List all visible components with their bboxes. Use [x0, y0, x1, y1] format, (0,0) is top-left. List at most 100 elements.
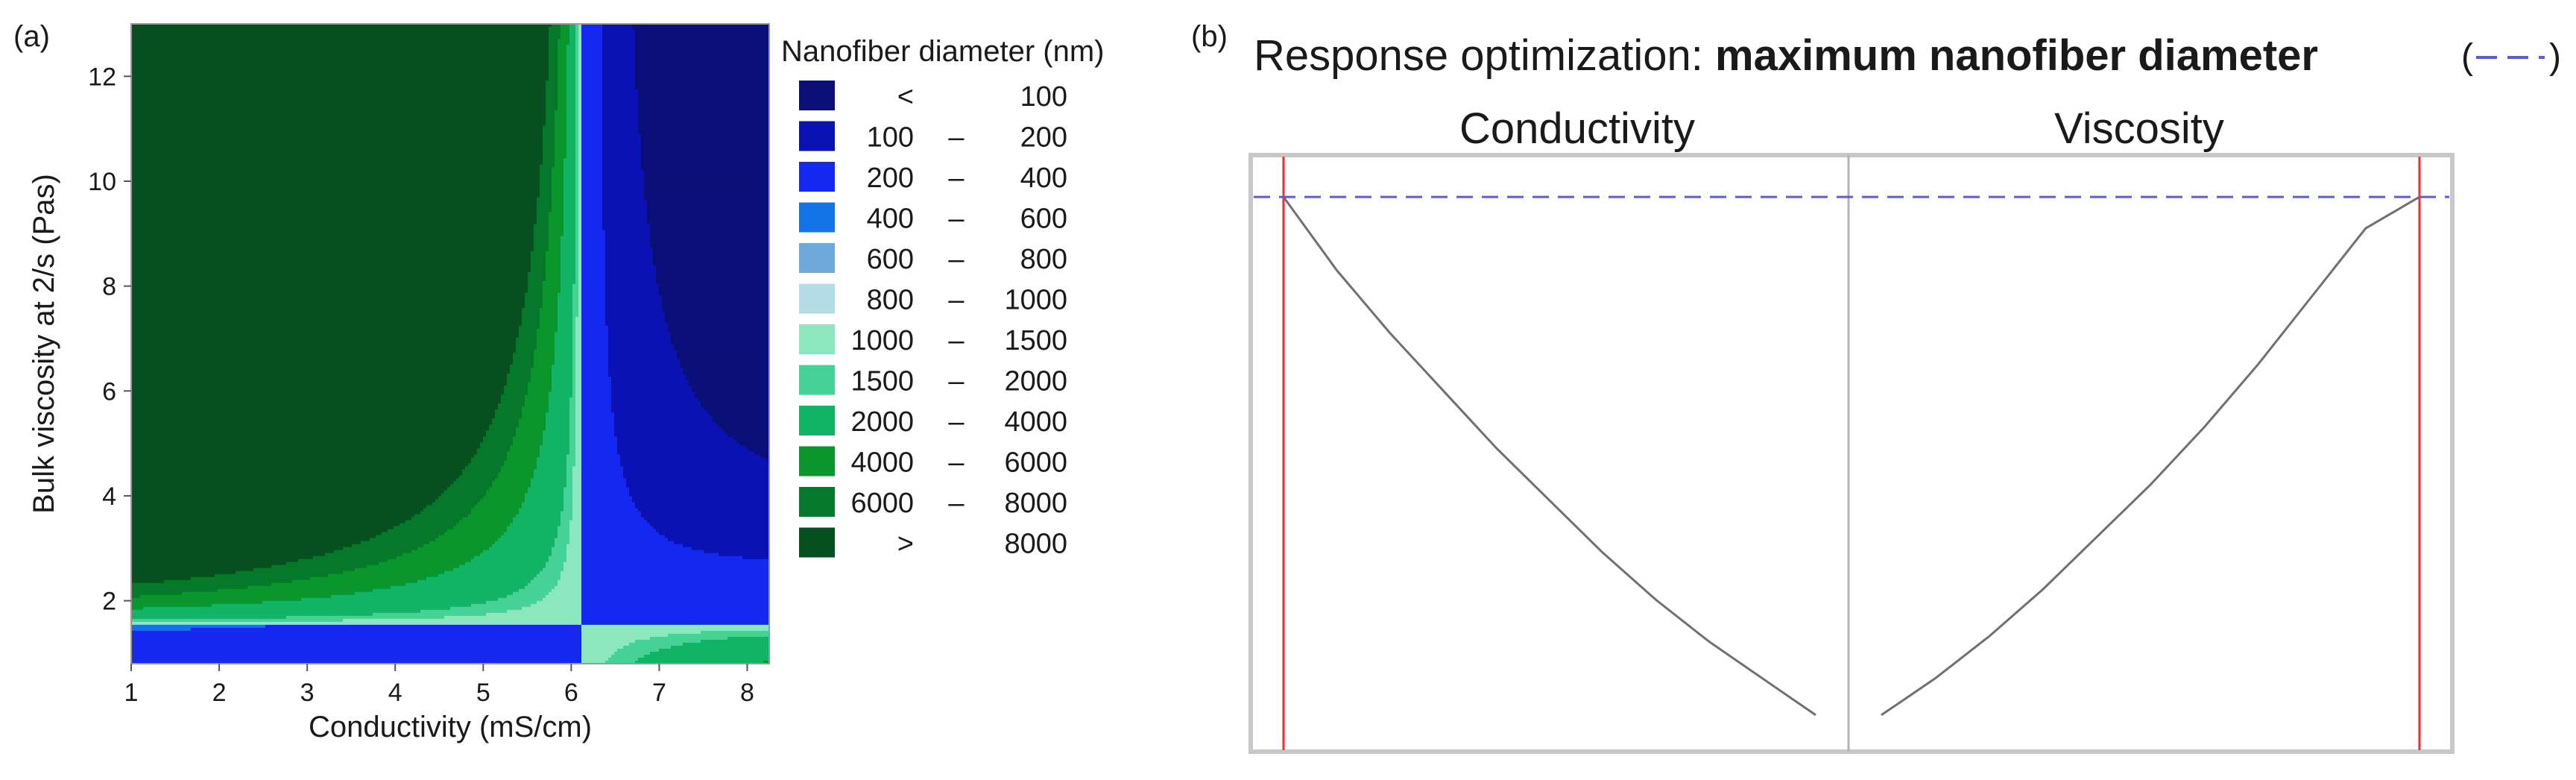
contour-cell: [140, 122, 144, 126]
contour-cell: [134, 257, 138, 261]
contour-cell: [137, 595, 141, 599]
contour-cell: [140, 233, 144, 237]
contour-cell: [140, 269, 144, 273]
contour-cell: [134, 649, 138, 652]
contour-cell: [134, 637, 138, 641]
contour-cell: [137, 394, 141, 398]
contour-cell: [137, 269, 141, 273]
contour-cell: [140, 347, 144, 350]
contour-cell: [134, 131, 138, 135]
contour-cell: [140, 518, 144, 521]
contour-cell: [140, 78, 144, 81]
contour-cell: [134, 204, 138, 207]
contour-cell: [140, 359, 144, 362]
contour-cell: [137, 54, 141, 57]
contour-cell: [134, 353, 138, 356]
contour-cell: [140, 251, 144, 255]
contour-cell: [137, 547, 141, 551]
contour-cell: [134, 442, 138, 446]
contour-cell: [140, 299, 144, 303]
contour-cell: [134, 183, 138, 186]
contour-cell: [140, 415, 144, 419]
contour-cell: [137, 362, 141, 365]
contour-cell: [140, 152, 144, 156]
contour-cell: [137, 350, 141, 353]
contour-cell: [134, 143, 138, 147]
contour-cell: [137, 607, 141, 611]
contour-cell: [137, 308, 141, 312]
contour-cell: [137, 335, 141, 339]
contour-cell: [134, 574, 138, 578]
contour-cell: [140, 131, 144, 135]
contour-cell: [134, 158, 138, 162]
contour-cell: [140, 436, 144, 440]
contour-cell: [137, 33, 141, 37]
contour-cell: [137, 448, 141, 452]
contour-cell: [134, 532, 138, 536]
contour-cell: [134, 427, 138, 431]
contour-cell: [134, 448, 138, 452]
contour-cell: [134, 195, 138, 198]
contour-cell: [137, 134, 141, 138]
contour-cell: [134, 320, 138, 324]
contour-cell: [137, 186, 141, 189]
contour-cell: [134, 406, 138, 410]
contour-cell: [137, 412, 141, 416]
contour-cell: [134, 589, 138, 593]
contour-cell: [137, 278, 141, 282]
contour-cell: [134, 242, 138, 246]
contour-cell: [134, 57, 138, 60]
contour-cell: [140, 128, 144, 132]
contour-cell: [140, 107, 144, 111]
contour-cell: [137, 116, 141, 120]
contour-cell: [137, 619, 141, 623]
contour-cell: [137, 107, 141, 111]
contour-cell: [137, 216, 141, 219]
contour-cell: [140, 544, 144, 548]
contour-cell: [134, 619, 138, 623]
contour-cell: [140, 472, 144, 476]
contour-cell: [134, 359, 138, 362]
contour-cell: [140, 383, 144, 386]
contour-cell: [134, 192, 138, 195]
contour-cell: [140, 230, 144, 234]
contour-cell: [140, 143, 144, 147]
contour-cell: [137, 140, 141, 144]
contour-cell: [137, 155, 141, 159]
contour-cell: [137, 317, 141, 321]
contour-cell: [134, 613, 138, 617]
contour-cell: [137, 81, 141, 84]
contour-cell: [140, 341, 144, 345]
contour-cell: [134, 179, 138, 183]
contour-cell: [134, 457, 138, 461]
contour-cell: [140, 66, 144, 69]
contour-cell: [137, 442, 141, 446]
contour-cell: [140, 48, 144, 51]
contour-cell: [134, 478, 138, 482]
contour-cell: [137, 51, 141, 54]
contour-cell: [134, 45, 138, 48]
contour-cell: [140, 224, 144, 228]
contour-cell: [140, 260, 144, 264]
contour-cell: [134, 251, 138, 255]
contour-cell: [137, 254, 141, 258]
contour-cell: [134, 78, 138, 81]
contour-cell: [134, 424, 138, 428]
contour-cell: [137, 233, 141, 237]
contour-cell: [134, 201, 138, 204]
contour-cell: [134, 592, 138, 596]
contour-cell: [137, 472, 141, 476]
contour-cell: [140, 380, 144, 383]
contour-cell: [134, 538, 138, 542]
contour-cell: [140, 442, 144, 446]
contour-cell: [137, 574, 141, 578]
contour-cell: [137, 275, 141, 279]
contour-cell: [137, 332, 141, 336]
contour-cell: [140, 362, 144, 365]
contour-cell: [140, 173, 144, 177]
contour-cell: [140, 186, 144, 189]
contour-cell: [140, 104, 144, 108]
contour-cell: [140, 239, 144, 243]
contour-cell: [137, 616, 141, 620]
